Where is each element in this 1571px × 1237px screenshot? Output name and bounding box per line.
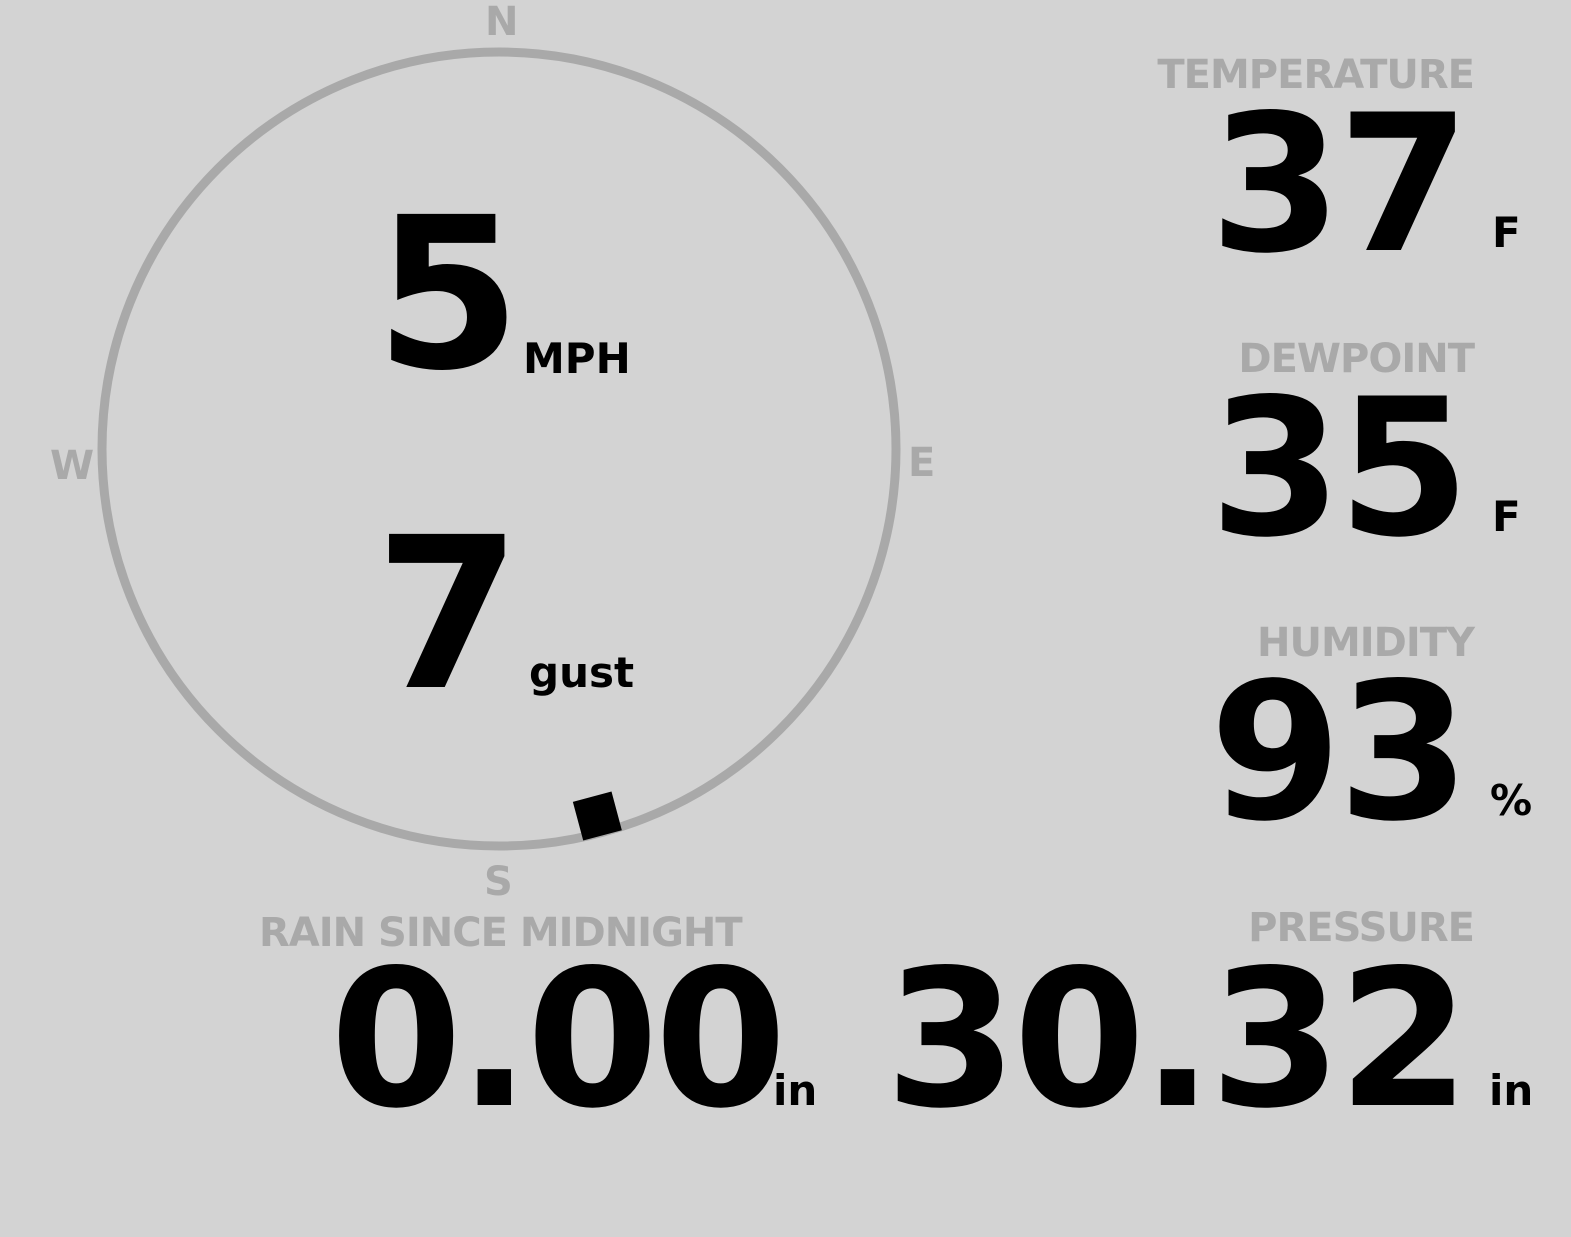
- temperature-unit: F: [1492, 208, 1521, 257]
- pressure-unit: in: [1489, 1066, 1534, 1115]
- compass-east-label: E: [908, 440, 936, 486]
- wind-direction-marker: [572, 791, 622, 841]
- wind-gust-value: 7: [375, 492, 522, 737]
- dewpoint-value: 35: [1209, 358, 1470, 579]
- rain-label: RAIN SINCE MIDNIGHT: [259, 910, 743, 956]
- rain-unit: in: [773, 1066, 818, 1115]
- wind-gust-unit: gust: [529, 648, 635, 697]
- humidity-label: HUMIDITY: [1257, 620, 1475, 666]
- humidity-unit: %: [1490, 776, 1533, 825]
- temperature-label: TEMPERATURE: [1157, 52, 1475, 98]
- pressure-label: PRESSURE: [1248, 905, 1475, 951]
- wind-speed-unit: MPH: [523, 334, 631, 383]
- wind-speed-value: 5: [375, 172, 522, 417]
- rain-value: 0.00: [330, 929, 787, 1150]
- compass-west-label: W: [50, 443, 95, 489]
- compass-north-label: N: [485, 0, 519, 45]
- compass-ring: [97, 47, 901, 851]
- humidity-value: 93: [1209, 642, 1470, 863]
- pressure-value: 30.32: [885, 929, 1470, 1150]
- dewpoint-unit: F: [1492, 492, 1521, 541]
- temperature-value: 37: [1209, 74, 1470, 295]
- compass-circle: [97, 47, 901, 851]
- compass-south-label: S: [484, 859, 513, 905]
- dewpoint-label: DEWPOINT: [1238, 336, 1475, 382]
